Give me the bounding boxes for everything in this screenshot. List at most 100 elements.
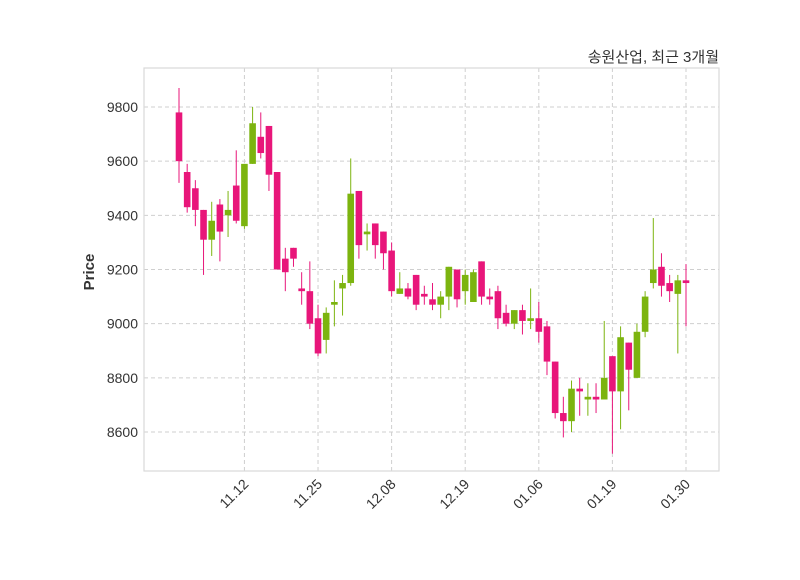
- candle-down: [232, 150, 240, 224]
- candle-body: [486, 296, 494, 300]
- candle-body: [682, 280, 690, 284]
- candle-body: [551, 361, 559, 414]
- candle-up: [584, 383, 592, 416]
- candle-body: [470, 272, 477, 302]
- y-tick-label: 8800: [107, 370, 138, 386]
- candle-body: [641, 296, 649, 332]
- candle-down: [200, 209, 207, 275]
- candle-body: [429, 299, 436, 305]
- candle-body: [421, 293, 428, 297]
- candle-down: [314, 304, 322, 357]
- candle-down: [478, 261, 485, 305]
- candle-body: [412, 274, 420, 305]
- candle-body: [306, 291, 314, 324]
- candle-up: [363, 223, 371, 251]
- candle-down: [388, 242, 395, 297]
- candle-down: [502, 304, 510, 327]
- candle-body: [192, 188, 199, 210]
- chart-title: 송원산업, 최근 3개월: [588, 49, 719, 66]
- y-tick-label: 9800: [107, 99, 138, 115]
- candle-body: [560, 413, 567, 422]
- candle-down: [257, 112, 265, 159]
- candle-body: [609, 356, 616, 392]
- candle-down: [421, 285, 428, 305]
- candle-body: [649, 269, 657, 284]
- candle-down: [682, 264, 690, 327]
- candle-down: [216, 199, 224, 262]
- candle-up: [600, 320, 608, 400]
- candle-body: [445, 266, 453, 297]
- candle-up: [208, 201, 216, 256]
- candle-body: [592, 396, 600, 400]
- candle-body: [282, 258, 289, 273]
- y-tick-label: 9000: [107, 316, 138, 332]
- candle-down: [371, 223, 379, 259]
- candle-body: [371, 223, 379, 246]
- x-tick-label: 12.19: [436, 476, 472, 512]
- candle-body: [388, 250, 395, 292]
- candle-body: [600, 377, 608, 400]
- candle-body: [175, 112, 183, 162]
- x-tick-label: 12.08: [363, 476, 399, 512]
- candle-up: [617, 326, 624, 430]
- candle-up: [527, 288, 534, 330]
- candles: [175, 88, 690, 454]
- candle-body: [658, 266, 665, 286]
- candle-down: [551, 361, 559, 419]
- candle-up: [674, 274, 682, 354]
- candle-body: [273, 172, 281, 270]
- candle-down: [355, 190, 363, 259]
- candle-body: [216, 204, 224, 232]
- candle-body: [510, 310, 518, 324]
- y-ticks: 8600 8800 9000 9200 9400 9600 9800: [107, 99, 138, 440]
- candle-up: [461, 269, 469, 305]
- candle-body: [633, 331, 641, 378]
- candle-body: [249, 123, 256, 164]
- candle-body: [314, 318, 322, 354]
- candle-up: [437, 291, 444, 319]
- candle-body: [183, 172, 191, 208]
- y-tick-label: 9600: [107, 153, 138, 169]
- x-tick-label: 01.19: [583, 476, 619, 512]
- candle-body: [494, 291, 502, 319]
- candle-body: [568, 388, 575, 422]
- candle-body: [347, 193, 355, 284]
- candle-down: [192, 180, 199, 227]
- plot-frame: [143, 67, 720, 472]
- candle-body: [331, 302, 338, 305]
- candle-down: [273, 172, 281, 270]
- candle-down: [265, 125, 273, 191]
- candle-up: [641, 291, 649, 338]
- candle-up: [510, 310, 518, 330]
- candle-body: [290, 247, 297, 259]
- candle-body: [224, 209, 232, 216]
- candle-up: [224, 190, 232, 237]
- candle-body: [527, 318, 534, 321]
- candle-up: [649, 218, 657, 289]
- candle-body: [576, 388, 583, 392]
- candle-down: [290, 247, 297, 267]
- candle-body: [298, 288, 305, 292]
- candle-down: [486, 288, 494, 305]
- candle-body: [666, 283, 673, 292]
- candle-body: [257, 136, 265, 154]
- candle-body: [322, 312, 330, 340]
- candle-body: [478, 261, 485, 297]
- y-tick-label: 9200: [107, 262, 138, 278]
- candle-body: [625, 342, 633, 370]
- candle-body: [674, 280, 682, 294]
- candle-up: [249, 107, 256, 164]
- candle-up: [322, 307, 330, 354]
- candle-down: [175, 88, 183, 183]
- candle-body: [617, 337, 624, 392]
- candle-down: [592, 383, 600, 414]
- candle-body: [380, 231, 387, 254]
- candle-body: [200, 209, 207, 240]
- candle-body: [502, 312, 510, 324]
- candle-down: [519, 304, 526, 335]
- candle-up: [568, 380, 575, 432]
- candle-down: [380, 231, 387, 270]
- y-tick-label: 8600: [107, 424, 138, 440]
- candle-body: [208, 220, 216, 240]
- candle-down: [183, 163, 191, 213]
